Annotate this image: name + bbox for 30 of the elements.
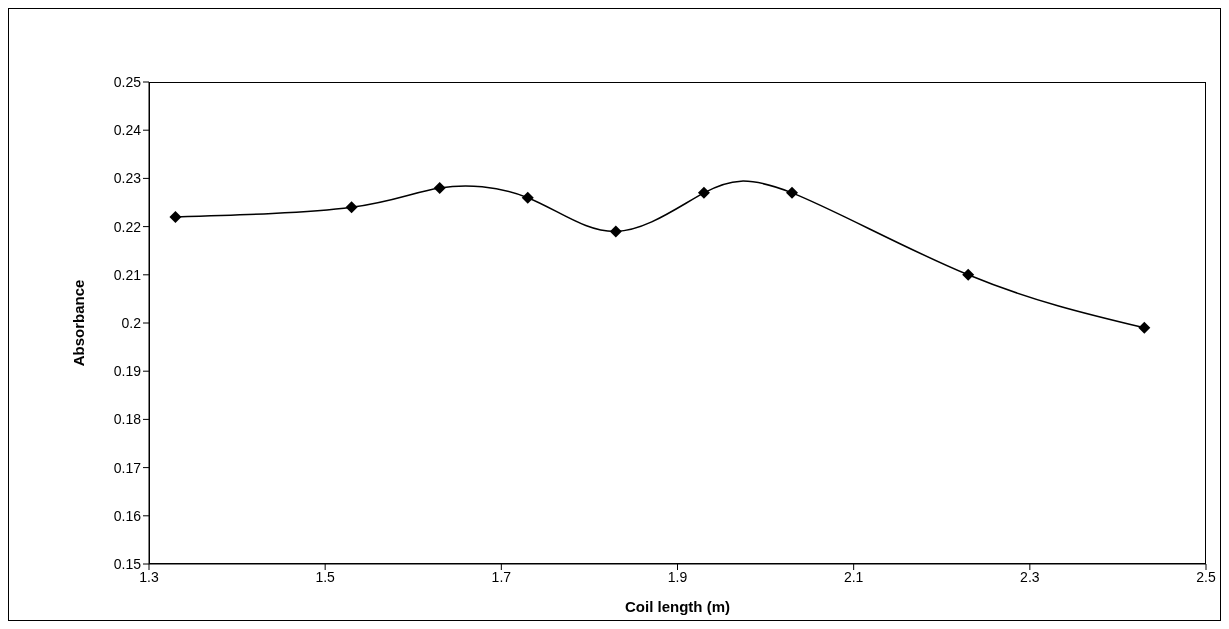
point — [345, 201, 358, 214]
point — [169, 210, 182, 223]
point — [1138, 321, 1151, 334]
y-tick-label: 0.15 — [113, 555, 142, 572]
x-axis-title: Coil length (m) — [625, 598, 730, 615]
x-tick-label: 1.7 — [491, 568, 512, 585]
point — [521, 191, 534, 204]
y-tick-label: 0.25 — [113, 73, 142, 90]
x-tick-label: 1.5 — [315, 568, 336, 585]
point — [697, 186, 710, 199]
x-tick-label: 2.3 — [1020, 568, 1040, 585]
x-tick-label: 2.1 — [843, 568, 864, 585]
chart-frame: 1.3 1.5 1.7 1.9 2.1 2.3 2.5 Coil length (m) 0.15 0.16 0.17 0.18 0.19 0.2 0.21 0.22 0.23 0.24 0.25 Absorbance — [8, 8, 1221, 621]
x-tick-label: 2.5 — [1196, 568, 1216, 585]
y-tick-label: 0.16 — [113, 507, 142, 524]
y-tick-label: 0.2 — [121, 314, 142, 331]
point — [609, 225, 622, 238]
y-tick-label: 0.22 — [113, 218, 142, 235]
y-tick-label: 0.18 — [113, 411, 142, 428]
y-tick-label: 0.19 — [113, 363, 142, 380]
y-axis-title: Absorbance — [70, 279, 88, 367]
x-tick-label: 1.3 — [139, 568, 159, 585]
y-tick-label: 0.17 — [113, 459, 142, 476]
y-tick-label: 0.21 — [113, 266, 142, 283]
y-tick-label: 0.23 — [113, 170, 142, 187]
x-tick-label: 1.9 — [667, 568, 688, 585]
point — [786, 186, 799, 199]
point — [433, 182, 446, 195]
point — [962, 268, 975, 281]
y-tick-label: 0.24 — [113, 122, 142, 139]
